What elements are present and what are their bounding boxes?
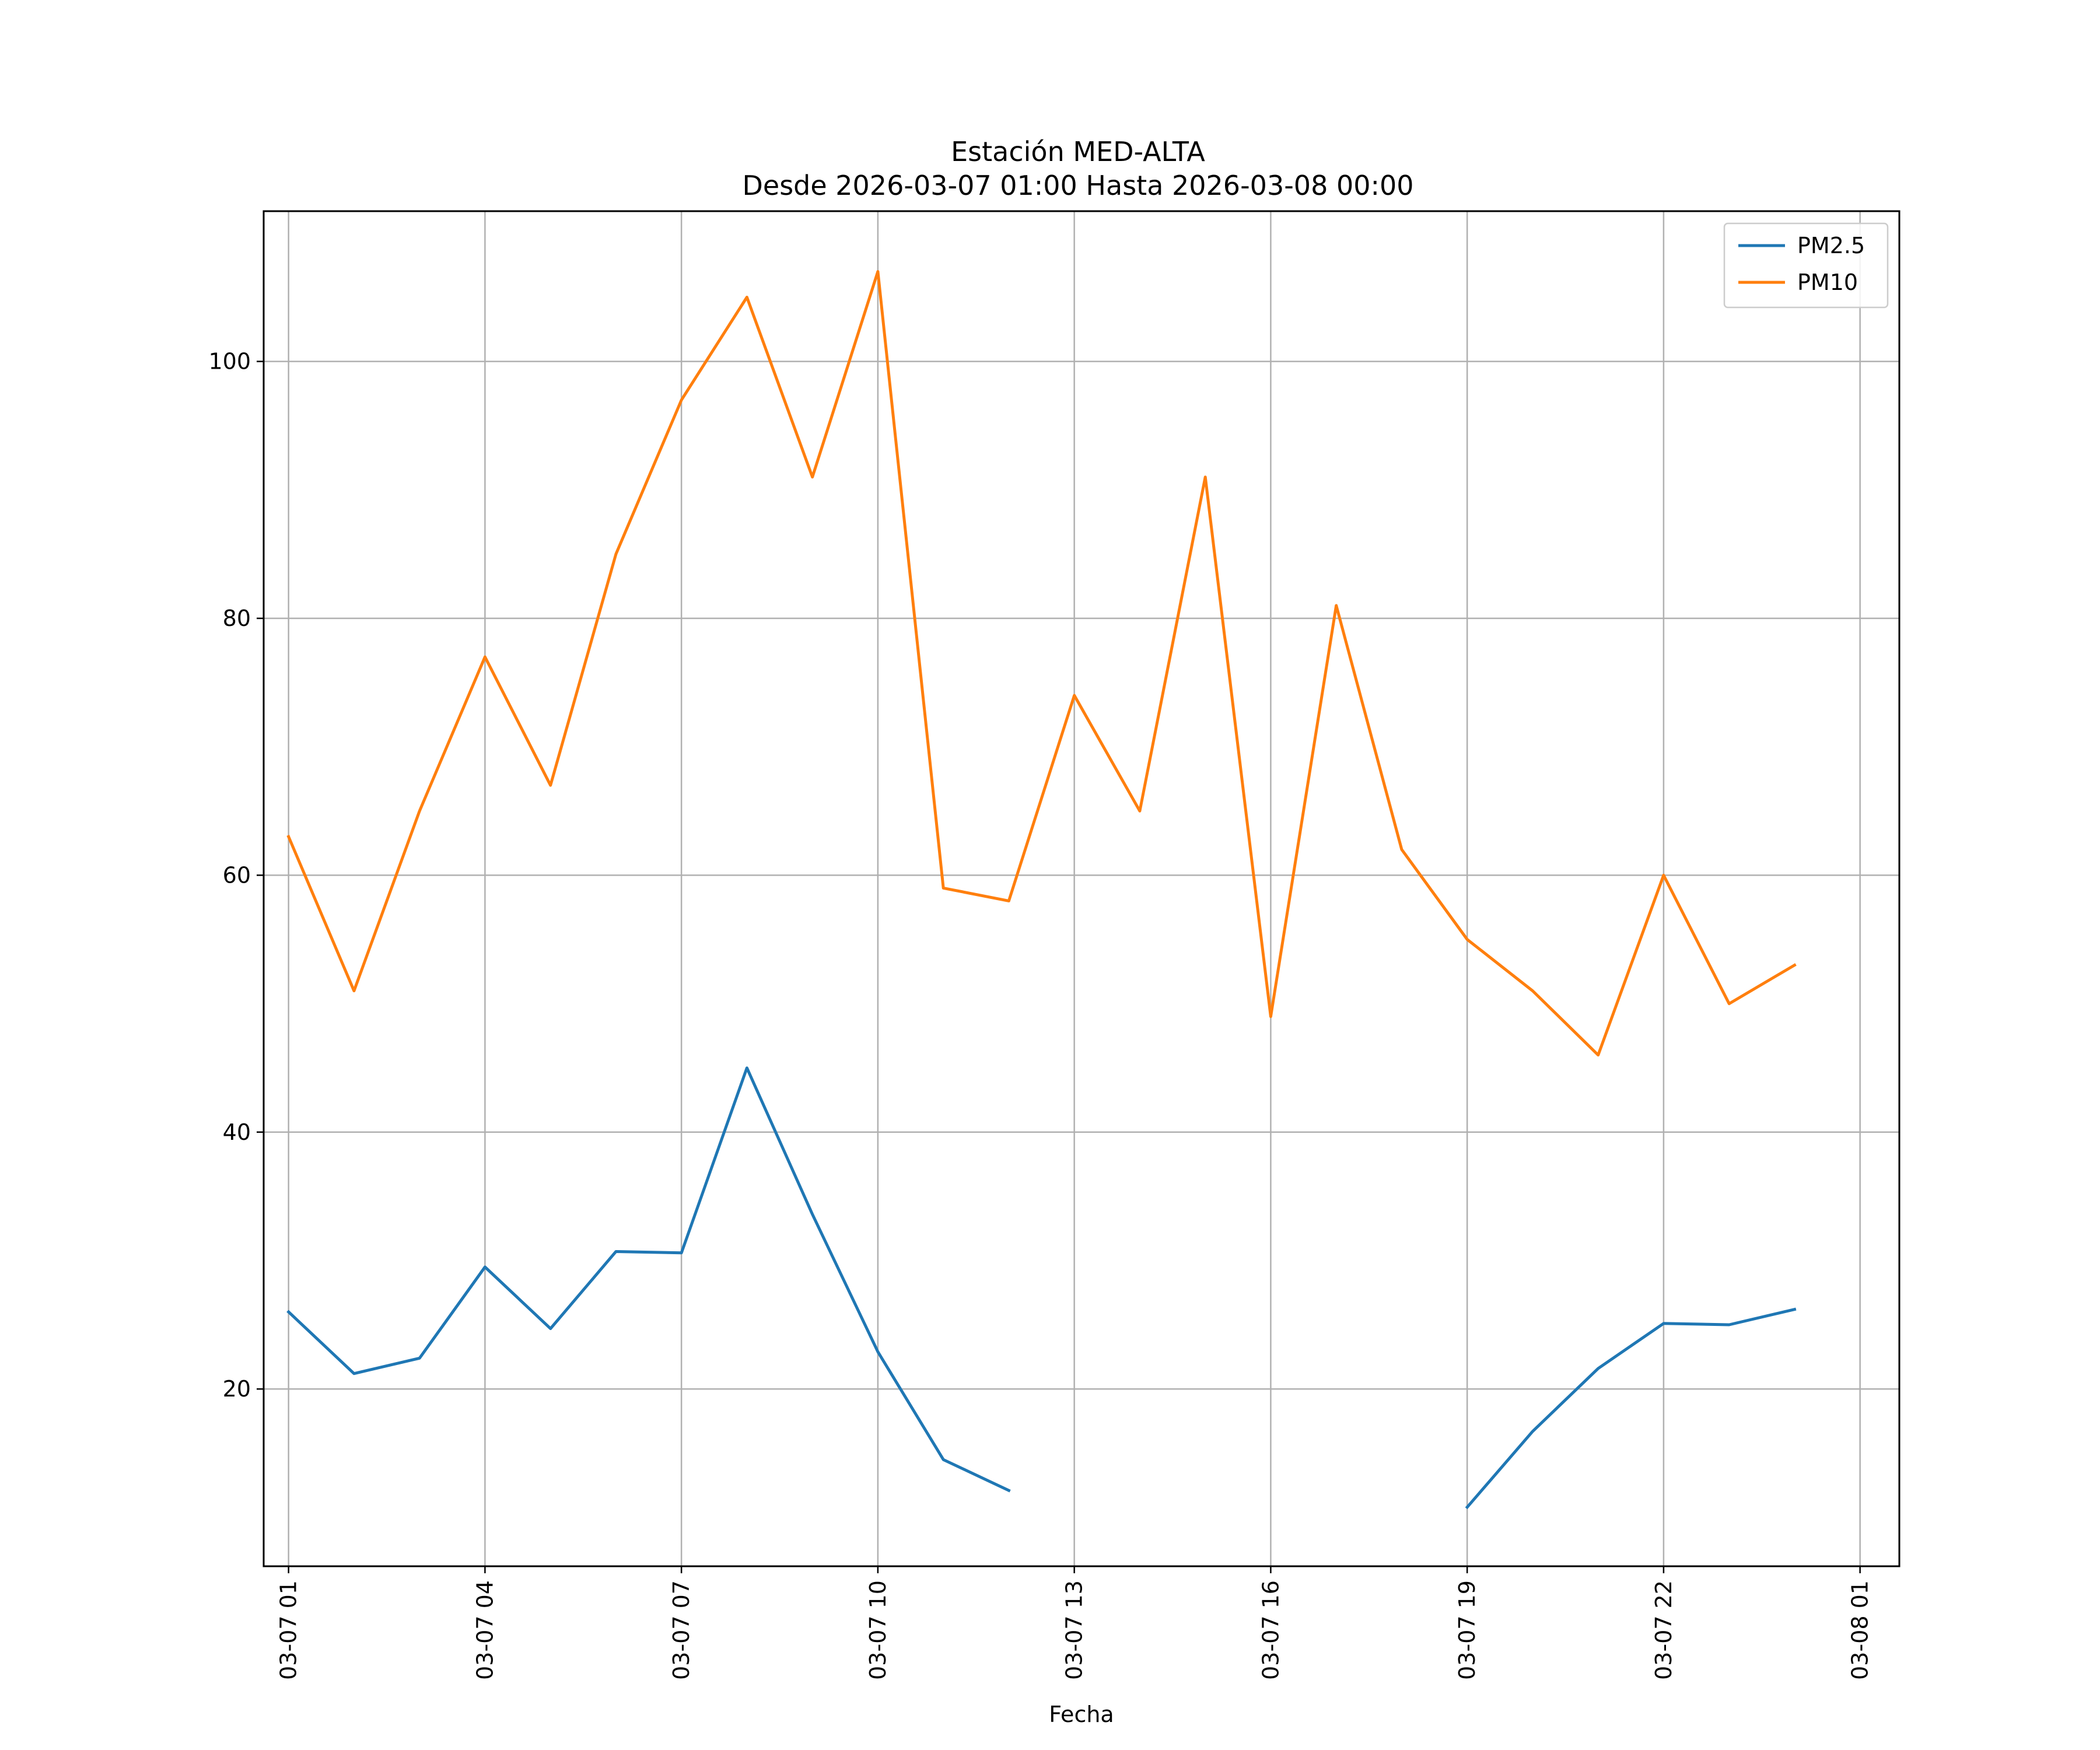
series-line-pm10 bbox=[286, 270, 1797, 1057]
x-axis-label: Fecha bbox=[1049, 1702, 1114, 1727]
y-tick-label: 60 bbox=[223, 862, 251, 888]
y-tick-label: 80 bbox=[223, 606, 251, 631]
chart-subtitle: Desde 2026-03-07 01:00 Hasta 2026-03-08 … bbox=[742, 170, 1413, 201]
series-PM10 bbox=[286, 270, 1797, 1057]
x-tick-label: 03-07 16 bbox=[1258, 1580, 1283, 1680]
grid bbox=[264, 211, 1899, 1566]
x-tick-label: 03-07 22 bbox=[1651, 1580, 1676, 1680]
chart-title: Estación MED-ALTA bbox=[951, 136, 1205, 167]
x-tick-label: 03-07 10 bbox=[865, 1580, 891, 1680]
plot-frame bbox=[262, 210, 1901, 1567]
y-tick-label: 40 bbox=[223, 1119, 251, 1145]
y-tick-label: 20 bbox=[223, 1376, 251, 1402]
x-tick-label: 03-07 07 bbox=[668, 1580, 694, 1680]
series-line-pm25 bbox=[286, 1066, 1011, 1493]
x-tick-label: 03-07 19 bbox=[1454, 1580, 1480, 1680]
legend: PM2.5 PM10 bbox=[1723, 222, 1889, 309]
x-tick-label: 03-07 13 bbox=[1062, 1580, 1087, 1680]
legend-label: PM10 bbox=[1797, 270, 1858, 295]
axis-ticks: 20 40 60 80 100 03-07 01 03-07 04 03-07 07 03-07… bbox=[208, 349, 1873, 1680]
legend-label: PM2.5 bbox=[1797, 233, 1865, 258]
plot-series bbox=[286, 270, 1797, 1510]
x-tick-label: 03-07 04 bbox=[472, 1580, 498, 1680]
x-tick-label: 03-08 01 bbox=[1847, 1580, 1873, 1680]
x-tick-label: 03-07 01 bbox=[276, 1580, 302, 1680]
series-line-pm25 bbox=[1465, 1307, 1797, 1510]
series-PM2.5 bbox=[286, 1066, 1797, 1510]
y-tick-label: 100 bbox=[208, 349, 251, 374]
